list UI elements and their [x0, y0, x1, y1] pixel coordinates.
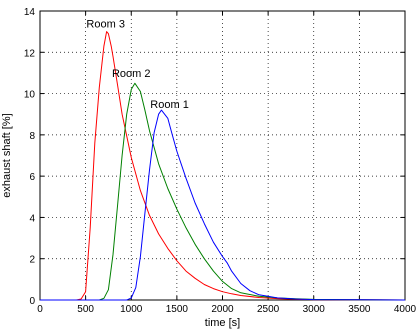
y-tick-label: 12 [24, 48, 36, 59]
y-tick-label: 4 [29, 213, 35, 224]
x-tick-label: 0 [37, 304, 43, 315]
x-tick-label: 3000 [303, 304, 326, 315]
y-axis-label: exhaust shaft [%] [1, 113, 13, 197]
ticks: 0 500 1000 1500 2000 2500 3000 3500 4000 0 2 4 6 8 10 1… [24, 7, 417, 315]
series-line-room-2 [40, 82, 406, 301]
x-tick-label: 500 [77, 304, 94, 315]
grid [40, 11, 405, 300]
y-tick-label: 14 [24, 7, 36, 18]
y-tick-label: 10 [24, 90, 36, 101]
x-tick-label: 2500 [257, 304, 280, 315]
x-tick-label: 1000 [120, 304, 143, 315]
x-axis-label: time [s] [205, 317, 240, 329]
annotation-room-3: Room 3 [86, 19, 125, 31]
series [40, 31, 406, 301]
y-tick-label: 8 [29, 131, 35, 142]
y-tick-label: 6 [29, 172, 35, 183]
series-line-room-1 [40, 109, 406, 301]
x-tick-label: 4000 [394, 304, 417, 315]
annotation-room-2: Room 2 [112, 68, 151, 80]
x-tick-label: 2000 [211, 304, 234, 315]
x-tick-label: 3500 [348, 304, 371, 315]
x-tick-label: 1500 [166, 304, 189, 315]
annotation-room-1: Room 1 [150, 99, 189, 111]
y-tick-label: 0 [29, 296, 35, 307]
annotations: Room 3 Room 2 Room 1 [86, 19, 188, 112]
y-tick-label: 2 [29, 255, 35, 266]
series-line-room-3 [40, 31, 406, 301]
